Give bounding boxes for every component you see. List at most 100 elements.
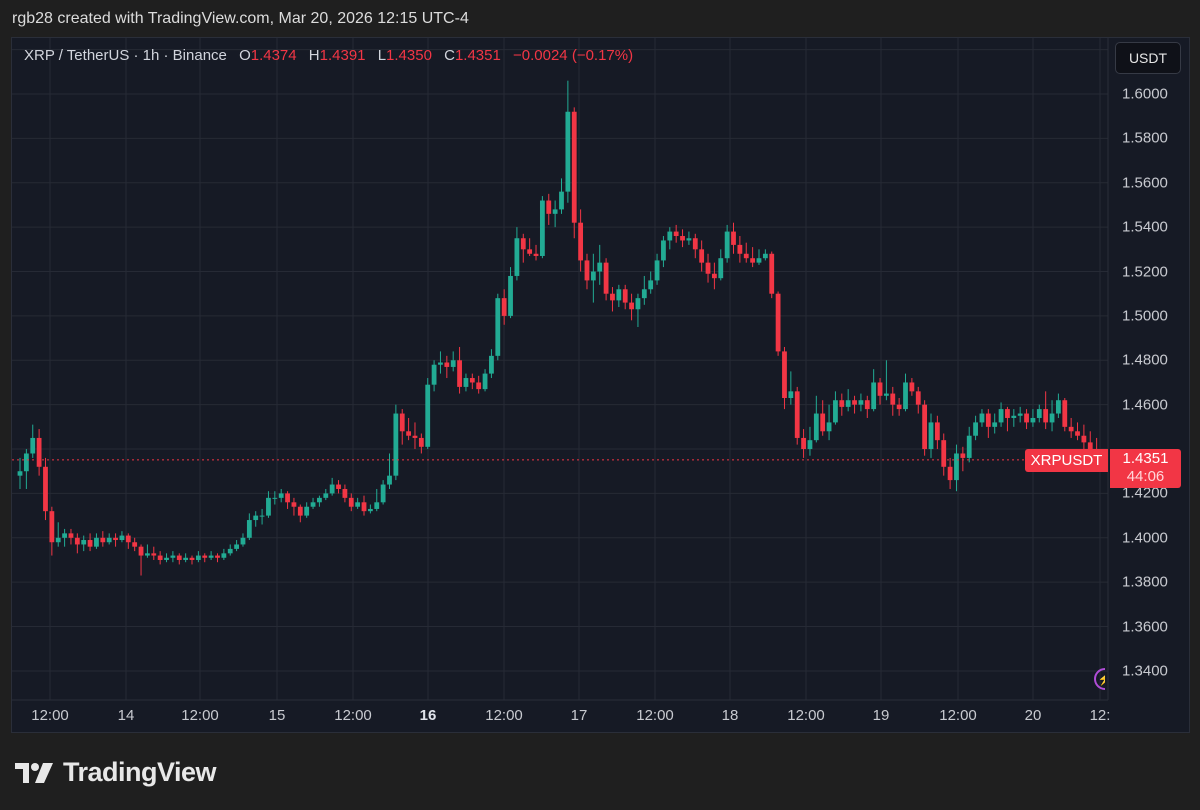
candle-up (998, 402, 1004, 427)
candle-down (680, 229, 685, 248)
price-tick-label: 1.3400 (1122, 662, 1168, 680)
candle-down (775, 291, 781, 356)
time-tick-label: 12:00 (31, 707, 69, 724)
candle-body (629, 302, 634, 310)
candle-up (246, 513, 252, 541)
candle-body (387, 475, 392, 485)
candle-body (667, 231, 673, 241)
candle-body (215, 555, 220, 558)
candle-up (195, 551, 201, 563)
candle-down (412, 422, 418, 450)
candle-up (788, 371, 794, 405)
candle-down (399, 409, 405, 445)
candle-up (514, 227, 520, 281)
candle-down (444, 355, 450, 379)
candle-down (673, 224, 679, 243)
candle-up (329, 477, 335, 496)
candle-body (635, 298, 641, 310)
candle-up (450, 351, 456, 372)
candle-down (610, 287, 615, 312)
candle-up (635, 293, 641, 327)
bar-countdown: 44:06 (1126, 468, 1165, 485)
candle-up (489, 349, 494, 379)
candle-body (221, 553, 227, 558)
candle-down (527, 238, 533, 256)
candle-up (871, 369, 877, 412)
candle-body (890, 393, 896, 405)
candle-up (495, 293, 501, 361)
candle-down (934, 415, 940, 450)
candle-up (23, 449, 29, 489)
candle-body (896, 404, 902, 410)
candle-body (858, 400, 864, 405)
candle-up (208, 551, 214, 560)
candle-body (610, 293, 615, 301)
candle-down (782, 346, 787, 410)
candle-up (928, 413, 934, 458)
candle-up (425, 378, 431, 450)
candle-body (884, 393, 889, 396)
grid (12, 38, 1108, 700)
candle-body (132, 542, 138, 547)
candle-down (864, 395, 870, 418)
candle-body (227, 548, 233, 554)
time-tick-label: 12:00 (787, 707, 825, 724)
candle-body (30, 437, 36, 454)
candle-body (903, 382, 908, 410)
candle-body (367, 508, 373, 512)
candle-up (539, 196, 545, 259)
candle-body (1043, 409, 1049, 423)
lightning-bolt-icon[interactable]: ⚡ (1094, 668, 1105, 690)
logo-text: TradingView (63, 757, 217, 787)
candle-body (584, 260, 590, 281)
candle-down (890, 386, 896, 416)
candle-body (807, 440, 813, 450)
candle-up (973, 415, 978, 441)
candle-body (1036, 409, 1042, 418)
candle-down (1081, 424, 1087, 450)
candle-up (393, 404, 399, 481)
candle-body (686, 238, 692, 241)
candle-body (1081, 435, 1087, 443)
time-tick-label: 12:00 (939, 707, 977, 724)
candle-down (1005, 406, 1010, 432)
candle-body (246, 520, 252, 538)
candle-body (106, 537, 112, 543)
candle-body (871, 382, 877, 410)
time-tick-label: 16 (419, 707, 437, 724)
candle-body (425, 384, 431, 447)
candle-up (724, 224, 730, 263)
candle-down (1043, 391, 1049, 430)
candle-up (762, 249, 768, 261)
candle-up (508, 267, 513, 319)
price-tick-label: 1.4200 (1122, 484, 1168, 502)
candle-down (1062, 398, 1068, 432)
candle-body (304, 506, 310, 516)
candle-up (234, 540, 239, 552)
candle-body (826, 422, 832, 432)
candle-down (457, 346, 462, 394)
candle-down (711, 262, 717, 290)
candle-body (922, 404, 928, 450)
candle-up (667, 227, 673, 250)
candle-down (202, 553, 208, 563)
candle-up (1011, 409, 1017, 427)
candle-body (998, 409, 1004, 423)
candle-body (833, 400, 838, 423)
currency-unit-button[interactable]: USDT (1115, 42, 1181, 74)
candle-body (297, 506, 303, 516)
candle-body (973, 422, 978, 436)
close-label: C (444, 47, 455, 64)
candle-body (23, 453, 29, 472)
candle-body (1087, 442, 1093, 450)
candle-down (629, 293, 634, 321)
candle-body (737, 244, 743, 254)
candle-body (412, 435, 418, 438)
candle-body (590, 271, 596, 281)
candle-body (240, 537, 246, 545)
candle-body (406, 431, 412, 436)
candle-down (909, 378, 915, 396)
candle-up (30, 424, 36, 458)
candle-down (151, 546, 157, 560)
